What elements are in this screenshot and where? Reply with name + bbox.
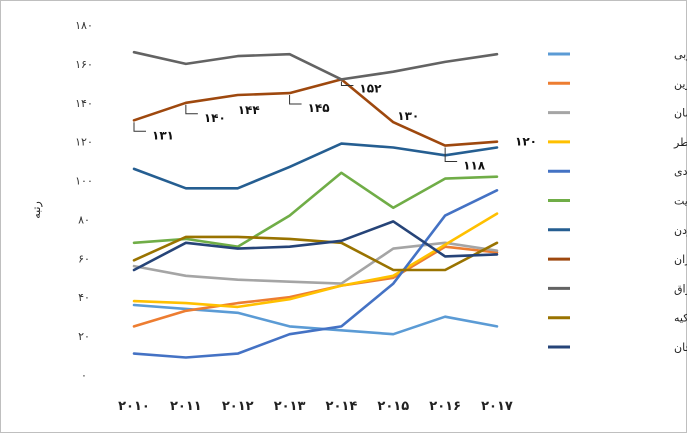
y-tick-label: ۴۰ [78, 291, 90, 304]
y-tick-label: ۱۴۰ [75, 97, 93, 110]
series-line-9 [132, 235, 499, 272]
legend-label: عربستان صعودی [674, 165, 687, 178]
legend-label: قطر [673, 136, 687, 149]
annotation-label: ۱۵۲ [359, 81, 382, 95]
annotation-label: ۱۴۰ [204, 111, 226, 125]
legend-label: ایران [674, 253, 687, 266]
annotation-label: ۱۳۰ [397, 109, 419, 123]
y-tick-label: ۸۰ [78, 213, 90, 226]
y-tick-label: ۱۶۰ [75, 58, 93, 71]
series-line-4 [132, 189, 499, 359]
y-tick-labels: ۰ ۲۰ ۴۰ ۶۰ ۸۰ ۱۰۰ ۱۲۰ ۱۴۰ ۱۶۰ ۱۸۰ [75, 19, 93, 382]
y-axis-label: رتبه [30, 201, 43, 219]
legend-label: آذربایجان [674, 340, 687, 354]
annotation-label: ۱۳۱ [152, 128, 174, 142]
annotation-leader [185, 104, 198, 115]
y-tick-label: ۱۸۰ [75, 19, 93, 32]
annotation-leader [340, 81, 354, 86]
legend-label: ترکیه [674, 312, 687, 325]
y-tick-label: ۰ [81, 369, 87, 382]
series-line-6 [132, 142, 499, 190]
annotation-leader [133, 122, 146, 132]
x-tick-label: ۲۰۱۲ [222, 399, 254, 414]
legend-label: عراق [674, 282, 687, 295]
y-tick-label: ۶۰ [78, 252, 90, 265]
annotation-label: ۱۱۸ [463, 159, 486, 173]
x-tick-labels: ۲۰۱۰ ۲۰۱۱ ۲۰۱۲ ۲۰۱۳ ۲۰۱۴ ۲۰۱۵ ۲۰۱۶ ۲۰۱۷ [118, 399, 513, 414]
series-line-8 [132, 50, 499, 81]
legend-label: اردن [674, 224, 687, 237]
y-tick-label: ۲۰ [78, 330, 90, 343]
series-lines [132, 50, 499, 359]
x-tick-label: ۲۰۱۵ [377, 399, 409, 414]
annotation-label: ۱۴۵ [308, 101, 330, 115]
legend: امارات متحده عربی بحرین عمان قطر عربستان صعو… [548, 48, 687, 354]
series-line-5 [132, 171, 499, 248]
annotation-label: ۱۲۰ [515, 135, 537, 149]
x-tick-label: ۲۰۱۳ [274, 399, 306, 414]
data-annotations: ۱۳۱ ۱۴۰ ۱۴۴ ۱۴۵ ۱۵۲ ۱۳۰ ۱۱۸ ۱۲۰ [133, 81, 537, 173]
x-tick-label: ۲۰۱۶ [429, 399, 461, 414]
legend-label: کویت [674, 195, 687, 208]
annotation-leader [289, 95, 302, 105]
series-line-7 [132, 78, 499, 147]
x-tick-label: ۲۰۱۴ [326, 399, 358, 414]
x-tick-label: ۲۰۱۱ [170, 399, 202, 414]
y-tick-label: ۱۰۰ [75, 175, 93, 188]
y-tick-label: ۱۲۰ [75, 136, 93, 149]
legend-label: بحرین [674, 77, 687, 90]
legend-label: امارات متحده عربی [674, 48, 687, 61]
annotation-leader [444, 147, 458, 163]
annotation-label: ۱۴۴ [238, 103, 260, 117]
legend-label: عمان [674, 107, 687, 120]
x-tick-label: ۲۰۱۷ [481, 399, 513, 414]
x-tick-label: ۲۰۱۰ [118, 399, 150, 414]
series-line-10 [132, 220, 499, 272]
series-line-2 [132, 241, 499, 285]
